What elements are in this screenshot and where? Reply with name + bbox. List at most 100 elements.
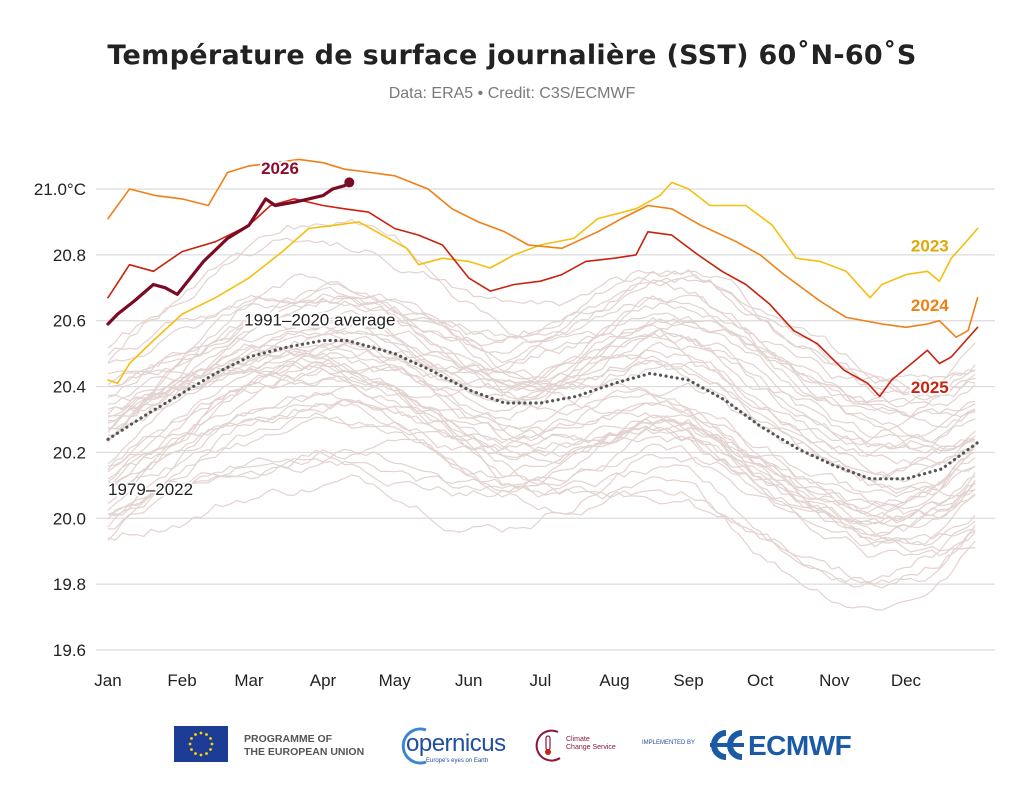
background-year-line-2010 bbox=[107, 295, 976, 457]
y-tick-label: 20.6 bbox=[53, 312, 86, 331]
series-line-2023 bbox=[107, 181, 979, 385]
background-year-line-2019 bbox=[107, 269, 976, 395]
series-line-2024 bbox=[107, 158, 979, 339]
series-label-2025: 2025 bbox=[911, 378, 949, 397]
background-year-line-2022 bbox=[107, 277, 976, 401]
y-tick-label: 21.0°C bbox=[34, 180, 86, 199]
y-tick-label: 20.0 bbox=[53, 509, 86, 528]
x-tick-label: Jul bbox=[530, 671, 552, 690]
ecmwf-icon bbox=[710, 730, 744, 760]
c3s-logo: Climate Change Service bbox=[530, 724, 630, 768]
eu-text-line2: THE EUROPEAN UNION bbox=[244, 746, 365, 758]
x-tick-label: May bbox=[379, 671, 412, 690]
background-year-line-1981 bbox=[107, 418, 976, 553]
x-tick-label: Mar bbox=[234, 671, 264, 690]
background-year-line-2008 bbox=[107, 295, 976, 510]
eu-star-icon bbox=[205, 752, 208, 755]
x-tick-label: Jan bbox=[94, 671, 121, 690]
x-tick-label: Jun bbox=[455, 671, 482, 690]
eu-star-icon bbox=[190, 737, 193, 740]
eu-star-icon bbox=[209, 748, 212, 751]
background-year-line-1989 bbox=[107, 398, 976, 589]
background-year-line-2002 bbox=[108, 343, 976, 477]
background-year-line-2006 bbox=[107, 317, 976, 448]
eu-star-icon bbox=[194, 752, 197, 755]
background-year-line-2020 bbox=[107, 219, 976, 446]
background-year-line-1982 bbox=[107, 426, 976, 548]
implemented-by-text: IMPLEMENTED BY bbox=[642, 740, 696, 746]
background-year-line-1990 bbox=[107, 382, 976, 497]
background-year-line-1996 bbox=[107, 362, 976, 524]
series-line-2025 bbox=[107, 198, 979, 398]
background-year-line-1984 bbox=[107, 385, 976, 611]
y-tick-label: 19.6 bbox=[53, 641, 86, 660]
background-year-line-2005 bbox=[107, 319, 976, 443]
y-tick-label: 20.8 bbox=[53, 246, 86, 265]
gridlines bbox=[96, 188, 995, 651]
series-line-2026 bbox=[106, 180, 351, 326]
y-tick-label: 20.4 bbox=[53, 378, 86, 397]
background-year-line-1979 bbox=[107, 412, 976, 585]
x-tick-label: Nov bbox=[819, 671, 850, 690]
series-label-1991-2020-average: 1991–2020 average bbox=[244, 311, 395, 330]
copernicus-logo: opernicus Europe's eyes on Earth bbox=[396, 724, 506, 768]
x-tick-label: Aug bbox=[599, 671, 629, 690]
background-year-line-2021 bbox=[107, 293, 976, 408]
copernicus-c-icon bbox=[401, 727, 427, 765]
background-year-line-2018 bbox=[107, 294, 976, 407]
background-year-line-2009 bbox=[107, 302, 976, 428]
series-end-marker-2026 bbox=[344, 177, 355, 188]
x-axis-ticks: Jan Feb Mar Apr May Jun Jul Aug Sep Oct Nov Dec bbox=[94, 671, 921, 690]
chart-title: Température de surface journalière (SST)… bbox=[107, 40, 917, 71]
eu-programme-text: PROGRAMME OF THE EUROPEAN UNION bbox=[244, 733, 364, 759]
background-year-line-1993 bbox=[107, 375, 976, 547]
footer-logos: PROGRAMME OF THE EUROPEAN UNION opernicu… bbox=[0, 720, 1024, 770]
series-labels: 1991–2020 average 2023 2024 2025 2026 1979–20… bbox=[107, 157, 952, 501]
background-year-line-2016 bbox=[107, 237, 976, 393]
y-axis-ticks: 21.0°C 20.8 20.6 20.4 20.2 20.0 19.8 19.6 bbox=[34, 180, 86, 660]
ecmwf-wordmark: ECMWF bbox=[748, 730, 852, 761]
x-tick-label: Dec bbox=[891, 671, 922, 690]
background-year-line-1983 bbox=[107, 392, 976, 498]
background-year-line-1986 bbox=[108, 416, 976, 547]
eu-text-line1: PROGRAMME OF bbox=[244, 733, 333, 745]
x-tick-label: Sep bbox=[673, 671, 703, 690]
background-year-line-2013 bbox=[107, 333, 976, 452]
sst-line-chart: 21.0°C 20.8 20.6 20.4 20.2 20.0 19.8 19.6 Jan Fe… bbox=[34, 157, 995, 690]
copernicus-wordmark: opernicus bbox=[406, 730, 506, 757]
eu-star-icon bbox=[190, 748, 193, 751]
background-year-line-1995 bbox=[107, 330, 976, 537]
eu-star-icon bbox=[199, 753, 203, 757]
series-label-2024: 2024 bbox=[911, 296, 949, 315]
background-year-line-2011 bbox=[107, 331, 976, 483]
c3s-line1: Climate bbox=[566, 736, 590, 743]
background-years-lines bbox=[107, 219, 976, 611]
eu-star-icon bbox=[205, 733, 208, 736]
eu-flag-icon bbox=[174, 726, 228, 762]
x-tick-label: Oct bbox=[747, 671, 774, 690]
eu-star-icon bbox=[188, 742, 192, 746]
chart-subtitle: Data: ERA5 • Credit: C3S/ECMWF bbox=[388, 85, 636, 102]
c3s-text: Climate Change Service bbox=[566, 736, 616, 752]
series-label-2026: 2026 bbox=[261, 159, 299, 178]
highlighted-years-lines bbox=[106, 158, 980, 481]
eu-star-icon bbox=[209, 737, 212, 740]
c3s-line2: Change Service bbox=[566, 744, 616, 751]
series-label-2023: 2023 bbox=[911, 237, 949, 256]
series-line-1991-2020-average bbox=[106, 338, 980, 481]
background-year-line-2007 bbox=[107, 297, 976, 514]
background-year-line-1988 bbox=[107, 375, 976, 532]
background-year-line-1985 bbox=[107, 454, 976, 558]
background-year-line-2000 bbox=[107, 359, 976, 494]
series-label-1979-2022: 1979–2022 bbox=[108, 480, 193, 499]
eu-star-icon bbox=[194, 733, 197, 736]
y-tick-label: 20.2 bbox=[53, 443, 86, 462]
background-year-line-2017 bbox=[107, 274, 976, 398]
eu-star-icon bbox=[199, 731, 203, 735]
background-year-line-1999 bbox=[107, 357, 976, 513]
y-tick-label: 19.8 bbox=[53, 575, 86, 594]
x-tick-label: Apr bbox=[310, 671, 337, 690]
background-year-line-2014 bbox=[107, 296, 976, 419]
x-tick-label: Feb bbox=[167, 671, 196, 690]
background-year-line-1992 bbox=[107, 355, 976, 584]
